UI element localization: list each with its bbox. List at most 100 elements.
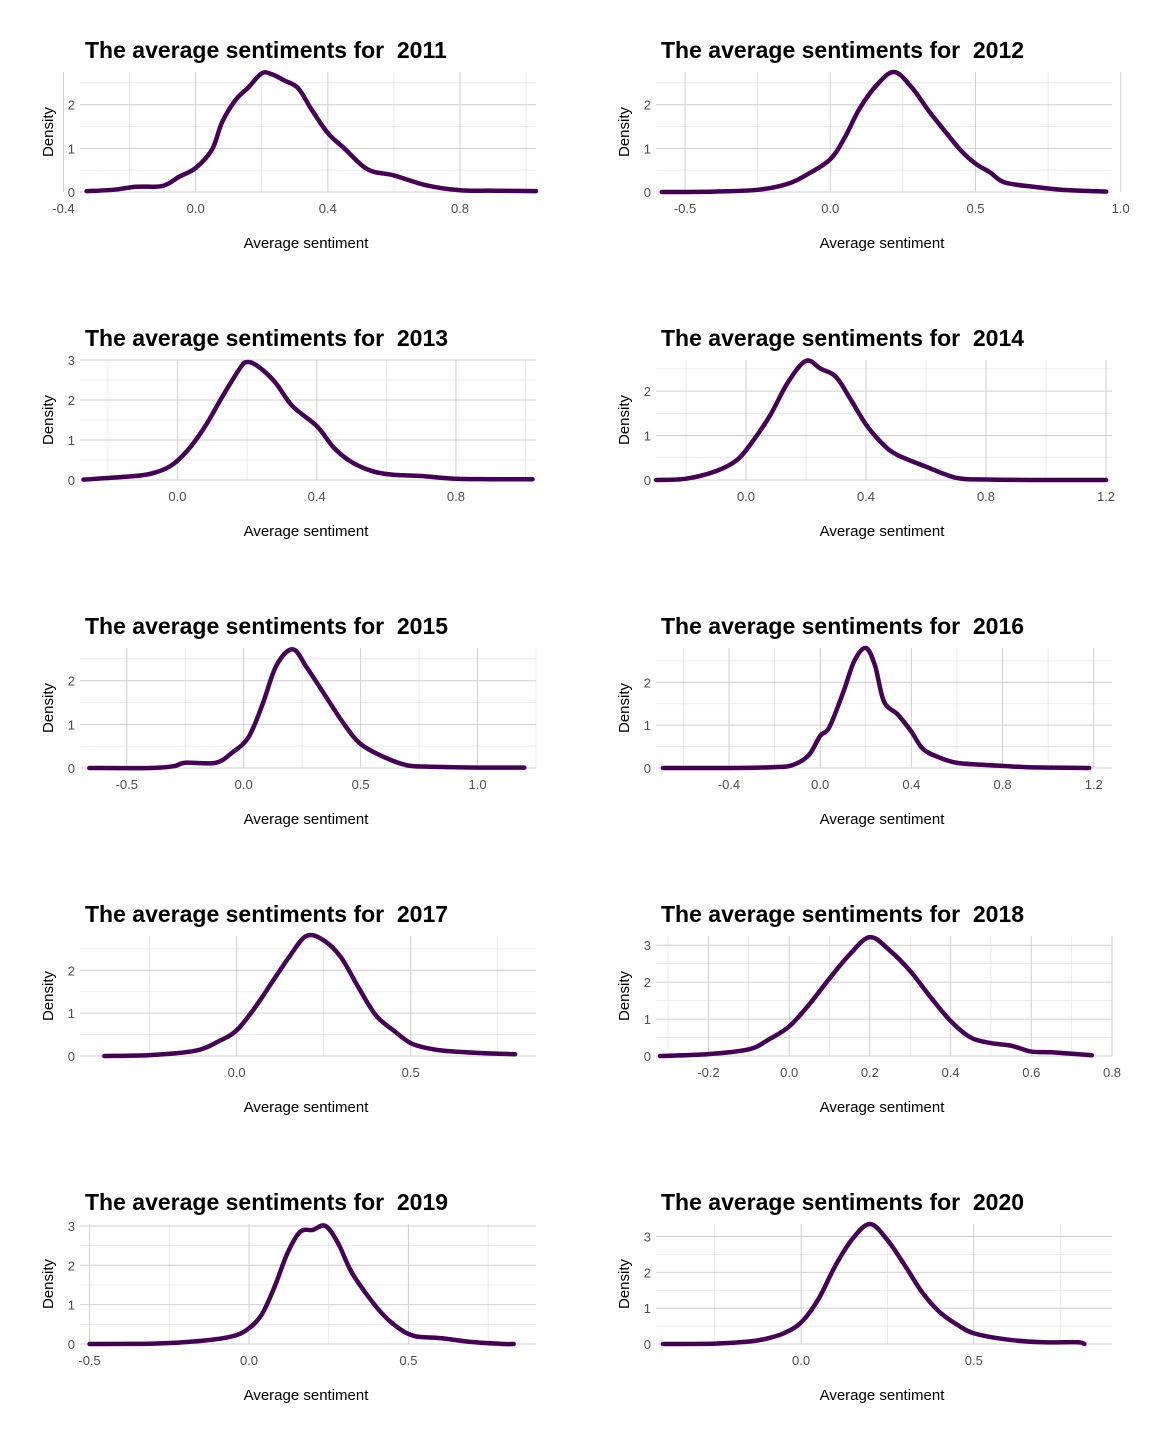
y-axis-label: Density (40, 970, 57, 1021)
y-tick-label: 1 (68, 1298, 75, 1313)
y-tick-label: 2 (644, 98, 651, 113)
x-tick-label: 0.0 (240, 1353, 258, 1368)
x-tick-label: 0.5 (352, 777, 370, 792)
density-chart: 0.0 0.4 0.8 0 1 2 3 The average sentiments for … (40, 325, 536, 540)
x-axis-label: Average sentiment (820, 235, 946, 252)
x-tick-label: 0.0 (187, 201, 205, 216)
density-chart: -0.5 0.0 0.5 0 1 2 3 The average sentiments for… (40, 1189, 536, 1404)
x-axis-label: Average sentiment (820, 523, 946, 540)
density-panel: -0.4 0.0 0.4 0.8 0 1 2 The average sentiments f… (0, 0, 576, 288)
y-tick-label: 2 (68, 393, 75, 408)
y-tick-label: 2 (68, 963, 75, 978)
x-tick-label: 0.0 (792, 1353, 810, 1368)
y-tick-label: 1 (644, 429, 651, 444)
y-axis-label: Density (40, 394, 57, 445)
density-panel: 0.0 0.4 0.8 1.2 0 1 2 The average sentiments fo… (576, 288, 1152, 576)
density-curve (657, 934, 1095, 1059)
chart-title: The average sentiments for 2011 (85, 37, 447, 63)
y-tick-label: 2 (644, 1265, 651, 1280)
y-tick-label: 2 (644, 975, 651, 990)
x-tick-label: -0.5 (78, 1353, 100, 1368)
x-axis-label: Average sentiment (820, 811, 946, 828)
y-tick-label: 0 (68, 185, 75, 200)
x-tick-label: 0.0 (811, 777, 829, 792)
density-panel: -0.5 0.0 0.5 1.0 0 1 2 The average sentiments f… (576, 0, 1152, 288)
x-tick-label: -0.4 (52, 201, 74, 216)
chart-title: The average sentiments for 2012 (661, 37, 1024, 63)
density-curve (659, 69, 1109, 195)
y-axis-label: Density (616, 394, 633, 445)
x-tick-label: 0.4 (942, 1065, 960, 1080)
density-chart: -0.5 0.0 0.5 1.0 0 1 2 The average sentiments f… (616, 37, 1130, 252)
density-panel: -0.5 0.0 0.5 1.0 0 1 2 The average sentiments f… (0, 576, 576, 864)
x-tick-label: 0.4 (308, 489, 326, 504)
density-panel: 0.0 0.4 0.8 0 1 2 3 The average sentiments for … (0, 288, 576, 576)
y-tick-label: 0 (644, 473, 651, 488)
density-panel: -0.2 0.0 0.2 0.4 0.6 0.8 0 1 2 3 The average senti… (576, 864, 1152, 1152)
y-tick-label: 1 (68, 1006, 75, 1021)
y-tick-label: 3 (644, 1230, 651, 1245)
chart-title: The average sentiments for 2020 (661, 1189, 1024, 1215)
y-tick-label: 0 (68, 473, 75, 488)
y-tick-label: 1 (644, 1301, 651, 1316)
y-tick-label: 1 (644, 1012, 651, 1027)
y-tick-label: 3 (68, 353, 75, 368)
y-axis-label: Density (40, 1258, 57, 1309)
x-axis-label: Average sentiment (244, 811, 370, 828)
x-tick-label: 0.8 (447, 489, 465, 504)
x-tick-label: 1.0 (468, 777, 486, 792)
x-axis-label: Average sentiment (244, 1099, 370, 1116)
x-tick-label: 0.5 (402, 1065, 420, 1080)
y-tick-label: 1 (644, 141, 651, 156)
y-axis-label: Density (40, 106, 57, 157)
density-chart: 0.0 0.5 0 1 2 The average sentiments for 2017… (40, 901, 536, 1116)
x-tick-label: -0.5 (674, 201, 696, 216)
x-tick-label: 0.8 (977, 489, 995, 504)
density-panel: 0.0 0.5 0 1 2 3 The average sentiments for 202… (576, 1152, 1152, 1440)
x-tick-label: 0.0 (168, 489, 186, 504)
x-tick-label: 0.4 (857, 489, 875, 504)
x-tick-label: -0.2 (697, 1065, 719, 1080)
chart-title: The average sentiments for 2017 (85, 901, 448, 927)
y-axis-label: Density (616, 106, 633, 157)
y-tick-label: 1 (68, 141, 75, 156)
chart-title: The average sentiments for 2013 (85, 325, 448, 351)
x-axis-label: Average sentiment (820, 1099, 946, 1116)
x-tick-label: 0.6 (1022, 1065, 1040, 1080)
x-tick-label: 0.4 (902, 777, 920, 792)
y-axis-label: Density (616, 682, 633, 733)
x-tick-label: 1.0 (1112, 201, 1130, 216)
y-tick-label: 3 (644, 938, 651, 953)
chart-title: The average sentiments for 2014 (661, 325, 1024, 351)
x-tick-label: 0.0 (737, 489, 755, 504)
y-tick-label: 2 (644, 675, 651, 690)
x-tick-label: 0.0 (821, 201, 839, 216)
x-tick-label: -0.5 (116, 777, 138, 792)
y-tick-label: 0 (644, 1337, 651, 1352)
x-tick-label: 0.8 (994, 777, 1012, 792)
x-tick-label: 0.0 (780, 1065, 798, 1080)
y-tick-label: 2 (68, 98, 75, 113)
y-tick-label: 0 (68, 1049, 75, 1064)
y-tick-label: 1 (68, 717, 75, 732)
x-tick-label: 0.5 (966, 201, 984, 216)
y-tick-label: 2 (68, 1258, 75, 1273)
x-tick-label: 0.5 (965, 1353, 983, 1368)
x-axis-label: Average sentiment (244, 523, 370, 540)
x-tick-label: 0.0 (228, 1065, 246, 1080)
density-panel: -0.4 0.0 0.4 0.8 1.2 0 1 2 The average sentiment… (576, 576, 1152, 864)
chart-title: The average sentiments for 2016 (661, 613, 1024, 639)
y-tick-label: 2 (68, 674, 75, 689)
x-tick-label: 0.5 (399, 1353, 417, 1368)
chart-title: The average sentiments for 2018 (661, 901, 1024, 927)
density-chart: 0.0 0.4 0.8 1.2 0 1 2 The average sentiments fo… (616, 325, 1115, 540)
density-chart: -0.2 0.0 0.2 0.4 0.6 0.8 0 1 2 3 The average senti… (616, 901, 1121, 1116)
x-tick-label: 0.2 (861, 1065, 879, 1080)
x-axis-label: Average sentiment (820, 1387, 946, 1404)
y-tick-label: 1 (68, 433, 75, 448)
y-axis-label: Density (616, 1258, 633, 1309)
density-curve (653, 358, 1109, 483)
y-tick-label: 0 (68, 1337, 75, 1352)
density-chart: 0.0 0.5 0 1 2 3 The average sentiments for 202… (616, 1189, 1112, 1404)
y-tick-label: 1 (644, 718, 651, 733)
